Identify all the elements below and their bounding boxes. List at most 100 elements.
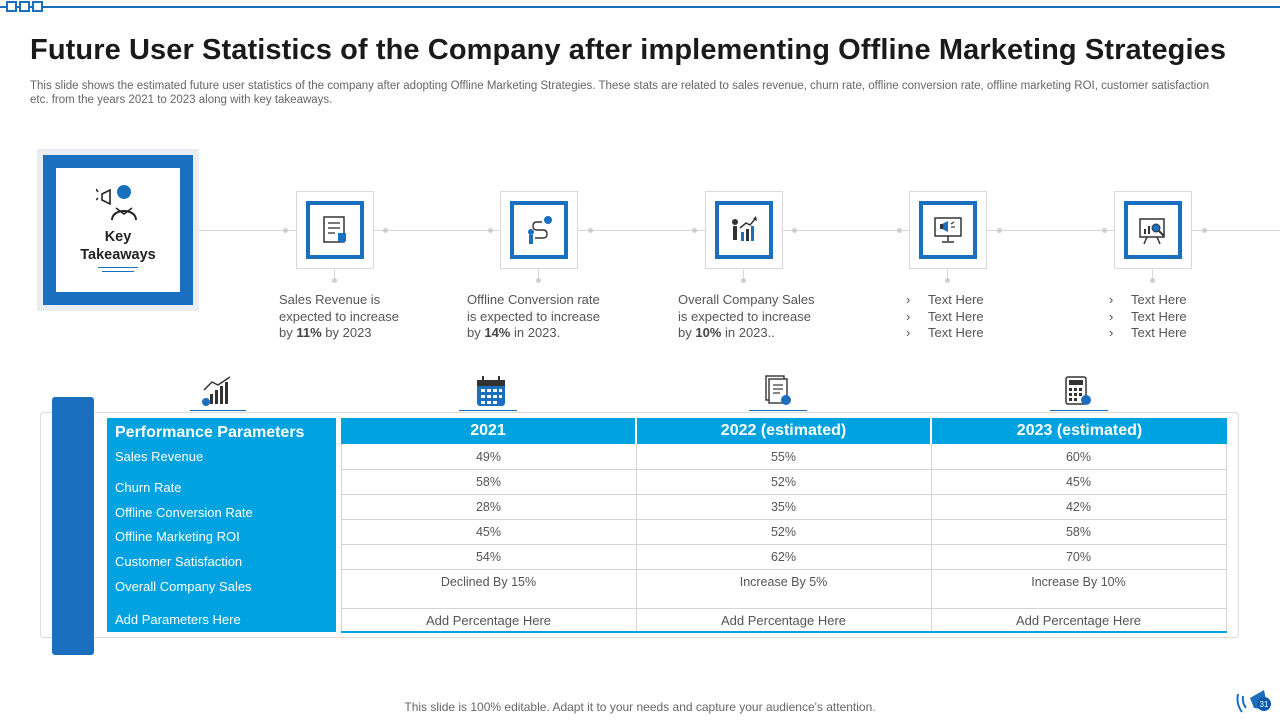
parameter-label: Offline Conversion Rate: [115, 505, 253, 520]
page-subtitle: This slide shows the estimated future us…: [30, 80, 1210, 106]
brand-logo: 31: [1234, 680, 1278, 720]
bullet-item: Text Here: [906, 325, 984, 342]
timeline-dot: [692, 228, 697, 233]
table-cell: Increase By 10%: [1031, 575, 1126, 589]
takeaway-text-2: Offline Conversion rate is expected to i…: [467, 292, 600, 340]
takeaway-text-1: Sales Revenue is expected to increase by…: [279, 292, 399, 340]
table-cell: 58%: [475, 475, 502, 489]
takeaway-icon-box-3: [705, 191, 783, 269]
page-title: Future User Statistics of the Company af…: [30, 34, 1227, 66]
timeline-connector: [947, 269, 948, 281]
bullet-item: Text Here: [906, 292, 984, 309]
timeline-dot: [332, 278, 337, 283]
column-header-2022: 2022 (estimated): [637, 418, 930, 444]
key-takeaways-card: Key Takeaways: [56, 168, 180, 292]
takeaway-icon-box-4: [909, 191, 987, 269]
table-cell: 28%: [475, 500, 502, 514]
table-row-divider: [341, 469, 1227, 470]
key-takeaways-underline-short: [102, 271, 134, 272]
table-row-divider: [341, 519, 1227, 520]
growth-chart-icon: [732, 216, 757, 241]
timeline-dot: [741, 278, 746, 283]
timeline-dot: [945, 278, 950, 283]
parameter-label: Offline Marketing ROI: [115, 529, 240, 544]
parameters-header: Performance Parameters: [115, 424, 305, 441]
table-column-divider: [931, 444, 932, 632]
takeaway-icon-box-5: [1114, 191, 1192, 269]
icon-underline: [1050, 410, 1108, 411]
timeline-dot: [1150, 278, 1155, 283]
table-cell: 62%: [770, 550, 797, 564]
timeline-dot: [488, 228, 493, 233]
speaker-person-icon: [96, 185, 137, 221]
table-column-divider: [1226, 444, 1227, 632]
conversion-path-icon: [528, 216, 552, 244]
timeline-dot: [536, 278, 541, 283]
timeline-dot: [1102, 228, 1107, 233]
takeaway-bullets-4: Text Here Text Here Text Here: [906, 292, 984, 342]
calculator-icon: [1065, 376, 1091, 405]
top-rule: [0, 6, 1280, 8]
timeline-dot: [383, 228, 388, 233]
table-cell: Add Percentage Here: [720, 613, 847, 628]
table-cell: Declined By 15%: [440, 575, 537, 589]
parameter-label: Add Parameters Here: [115, 612, 241, 627]
table-cell: 52%: [770, 475, 797, 489]
key-takeaways-underline: [98, 267, 138, 268]
takeaway-text-3: Overall Company Sales is expected to inc…: [678, 292, 815, 340]
table-side-bar: [52, 397, 94, 655]
report-document-icon: [765, 375, 791, 405]
table-cell: 45%: [1065, 475, 1092, 489]
top-square-decoration: [6, 1, 43, 12]
table-cell: Increase By 5%: [739, 575, 828, 589]
icon-underline: [749, 410, 807, 411]
column-header-2023: 2023 (estimated): [932, 418, 1227, 444]
table-row-divider: [341, 494, 1227, 495]
parameter-label: Customer Satisfaction: [115, 554, 243, 569]
document-icon: [323, 216, 346, 243]
table-cell: 52%: [770, 525, 797, 539]
timeline-dot: [1202, 228, 1207, 233]
key-takeaways-label: Key Takeaways: [80, 229, 156, 263]
table-cell: 42%: [1065, 500, 1092, 514]
table-cell: 58%: [1065, 525, 1092, 539]
icon-underline: [190, 410, 246, 411]
timeline-dot: [897, 228, 902, 233]
page-number: 31: [1260, 700, 1269, 709]
table-row-divider: [341, 544, 1227, 545]
table-cell: 70%: [1065, 550, 1092, 564]
bullet-item: Text Here: [906, 309, 984, 326]
table-cell: 55%: [770, 450, 797, 464]
timeline-connector: [1152, 269, 1153, 281]
takeaway-icon-box-2: [500, 191, 578, 269]
table-cell: 45%: [475, 525, 502, 539]
timeline-connector: [743, 269, 744, 281]
timeline-dot: [588, 228, 593, 233]
parameters-column: Performance Parameters Sales Revenue Chu…: [107, 418, 336, 632]
table-cell: Add Percentage Here: [1015, 613, 1142, 628]
parameter-label: Overall Company Sales: [115, 579, 252, 594]
table-bottom-rule: [341, 631, 1227, 633]
icon-underline: [459, 410, 517, 411]
parameter-label: Sales Revenue: [115, 449, 204, 464]
table-cell: 54%: [475, 550, 502, 564]
megaphone-logo-icon: 31: [1236, 690, 1271, 713]
table-column-divider: [341, 444, 342, 632]
table-cell: 35%: [770, 500, 797, 514]
table-row-divider: [341, 608, 1227, 609]
column-header-2021: 2021: [341, 418, 635, 444]
table-cell: 60%: [1065, 450, 1092, 464]
bar-chart-icon: [202, 376, 231, 406]
takeaway-bullets-5: Text Here Text Here Text Here: [1109, 292, 1187, 342]
presentation-search-icon: [1139, 218, 1165, 245]
bullet-item: Text Here: [1109, 325, 1187, 342]
timeline-connector: [538, 269, 539, 281]
footer-note: This slide is 100% editable. Adapt it to…: [404, 700, 876, 714]
table-column-divider: [636, 444, 637, 632]
bullet-item: Text Here: [1109, 309, 1187, 326]
timeline-dot: [283, 228, 288, 233]
parameter-label: Churn Rate: [115, 480, 182, 495]
bullet-item: Text Here: [1109, 292, 1187, 309]
timeline-dot: [792, 228, 797, 233]
monitor-megaphone-icon: [934, 217, 962, 243]
